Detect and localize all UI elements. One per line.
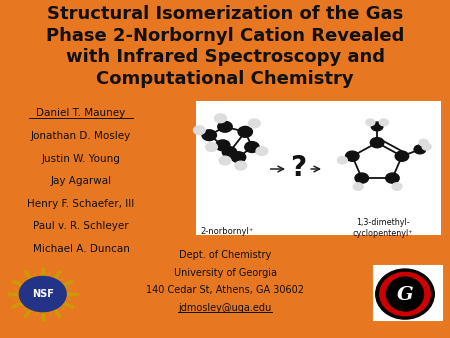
Text: Justin W. Young: Justin W. Young <box>41 153 121 164</box>
Text: Michael A. Duncan: Michael A. Duncan <box>32 244 130 254</box>
Circle shape <box>414 145 426 154</box>
Text: jdmosley@uga.edu: jdmosley@uga.edu <box>178 303 272 313</box>
Circle shape <box>245 142 259 152</box>
Circle shape <box>338 156 347 164</box>
Text: ?: ? <box>290 154 306 182</box>
Circle shape <box>379 119 388 126</box>
Circle shape <box>218 121 232 132</box>
Text: 2-norbornyl⁺: 2-norbornyl⁺ <box>201 227 254 236</box>
Circle shape <box>219 156 231 165</box>
Text: Jonathan D. Mosley: Jonathan D. Mosley <box>31 131 131 141</box>
Circle shape <box>419 139 428 146</box>
Ellipse shape <box>387 277 423 311</box>
Circle shape <box>256 147 268 155</box>
Text: Henry F. Schaefer, III: Henry F. Schaefer, III <box>27 199 135 209</box>
Circle shape <box>371 122 383 131</box>
Circle shape <box>386 173 399 183</box>
FancyBboxPatch shape <box>374 266 442 320</box>
Text: Structural Isomerization of the Gas
Phase 2-Norbornyl Cation Revealed
with Infra: Structural Isomerization of the Gas Phas… <box>46 5 404 88</box>
Circle shape <box>346 151 359 161</box>
Circle shape <box>194 126 205 135</box>
Text: G: G <box>397 286 413 305</box>
Text: 140 Cedar St, Athens, GA 30602: 140 Cedar St, Athens, GA 30602 <box>146 285 304 295</box>
Text: NSF: NSF <box>32 289 54 299</box>
Circle shape <box>231 152 246 163</box>
Circle shape <box>235 161 247 170</box>
Circle shape <box>206 143 217 151</box>
Ellipse shape <box>380 272 430 316</box>
Circle shape <box>216 140 230 151</box>
Text: University of Georgia: University of Georgia <box>174 268 276 278</box>
Ellipse shape <box>376 269 434 319</box>
Circle shape <box>353 183 363 190</box>
Circle shape <box>19 276 66 312</box>
Circle shape <box>248 119 260 128</box>
Circle shape <box>215 114 226 123</box>
Circle shape <box>238 126 252 137</box>
Text: Daniel T. Mauney: Daniel T. Mauney <box>36 108 126 118</box>
Circle shape <box>392 183 402 190</box>
Circle shape <box>395 151 409 161</box>
Text: Dept. of Chemistry: Dept. of Chemistry <box>179 250 271 260</box>
Circle shape <box>422 143 431 150</box>
Text: Paul v. R. Schleyer: Paul v. R. Schleyer <box>33 221 129 232</box>
Text: Jay Agarwal: Jay Agarwal <box>50 176 112 186</box>
Circle shape <box>370 138 384 148</box>
Circle shape <box>222 147 237 158</box>
FancyBboxPatch shape <box>196 101 441 235</box>
Circle shape <box>366 119 375 126</box>
Circle shape <box>202 130 216 141</box>
Circle shape <box>355 173 369 183</box>
Text: 1,3-dimethyl-
cyclopentenyl⁺: 1,3-dimethyl- cyclopentenyl⁺ <box>352 218 413 238</box>
